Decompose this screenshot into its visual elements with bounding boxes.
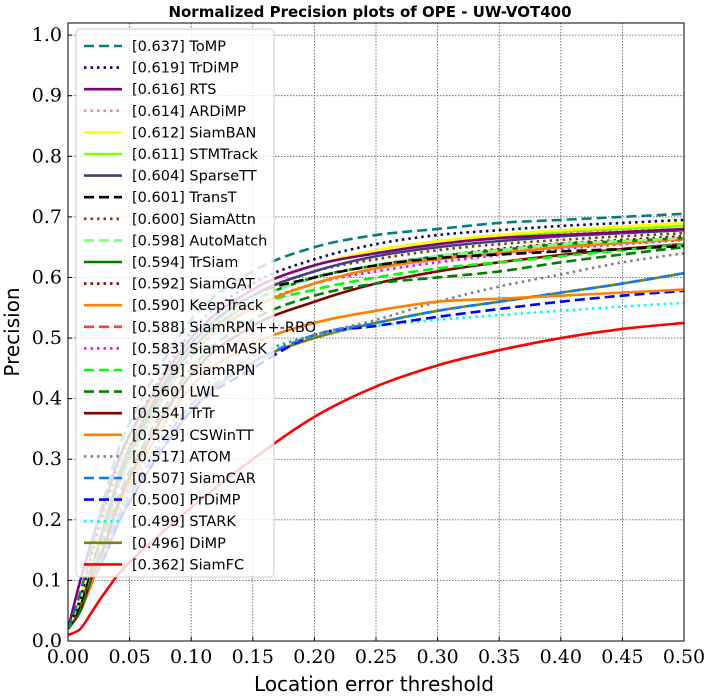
legend-entry-label: [0.592] SiamGAT [132,277,255,293]
legend-entry-label: [0.590] KeepTrack [132,298,264,314]
legend-entry-label: [0.499] STARK [132,514,236,530]
y-tick-label: 0.5 [32,327,62,349]
y-tick-label: 0.0 [32,630,62,652]
legend-entry-label: [0.604] SparseTT [132,169,257,185]
legend: [0.637] ToMP [0.619] TrDiMP [0.616] RTS [0.… [75,28,316,578]
series-line-siamfc [68,321,684,637]
y-tick-label: 0.3 [32,448,62,470]
y-tick-label: 0.2 [32,509,62,531]
legend-entry-label: [0.594] TrSiam [132,255,238,271]
legend-entry-label: [0.612] SiamBAN [132,125,256,141]
legend-entry-label: [0.579] SiamRPN [132,363,255,379]
legend-entry-label: [0.500] PrDiMP [132,493,241,509]
legend-entry-label: [0.496] DiMP [132,536,226,552]
y-axis-title: Precision [0,287,24,376]
x-tick-label: 0.20 [293,646,335,668]
legend-entry-label: [0.614] ARDiMP [132,104,246,120]
x-tick-label: 0.00 [47,646,89,668]
x-tick-label: 0.05 [108,646,150,668]
legend-entry-label: [0.598] AutoMatch [132,233,267,249]
y-tick-label: 0.7 [32,206,62,228]
y-tick-label: 0.6 [32,266,62,288]
x-tick-label: 0.10 [170,646,212,668]
legend-entry-label: [0.637] ToMP [132,39,226,55]
y-tick-label: 1.0 [32,24,62,46]
legend-entry-label: [0.600] SiamAttn [132,212,256,228]
x-tick-label: 0.45 [601,646,643,668]
legend-entry-label: [0.554] TrTr [132,406,215,422]
x-tick-label: 0.50 [663,646,705,668]
legend-entry-label: [0.529] CSWinTT [132,428,254,444]
legend-entry-label: [0.619] TrDiMP [132,61,239,77]
legend-box [75,28,275,578]
legend-entry-label: [0.507] SiamCAR [132,471,256,487]
legend-entry-label: [0.588] SiamRPN++-RBO [132,320,316,336]
legend-entry-label: [0.601] TransT [132,190,237,206]
x-axis-title: Location error threshold [254,672,494,696]
y-tick-label: 0.1 [32,569,62,591]
axis-ticks: 0.00 0.05 0.10 0.15 0.20 0.25 0.30 0.35 0.40 0.45… [32,24,705,668]
x-tick-label: 0.30 [416,646,458,668]
y-tick-label: 0.4 [32,388,62,410]
legend-entry-label: [0.560] LWL [132,385,219,401]
x-tick-label: 0.35 [478,646,520,668]
legend-entry-label: [0.362] SiamFC [132,557,244,573]
y-tick-label: 0.8 [32,145,62,167]
chart-title: Normalized Precision plots of OPE - UW-V… [168,3,571,21]
x-tick-label: 0.15 [232,646,274,668]
x-tick-label: 0.40 [540,646,582,668]
legend-entry-label: [0.583] SiamMASK [132,341,267,357]
x-tick-label: 0.25 [355,646,397,668]
legend-entry-label: [0.517] ATOM [132,449,231,465]
legend-entry-label: [0.616] RTS [132,82,217,98]
y-tick-label: 0.9 [32,85,62,107]
legend-entry-label: [0.611] STMTrack [132,147,259,163]
